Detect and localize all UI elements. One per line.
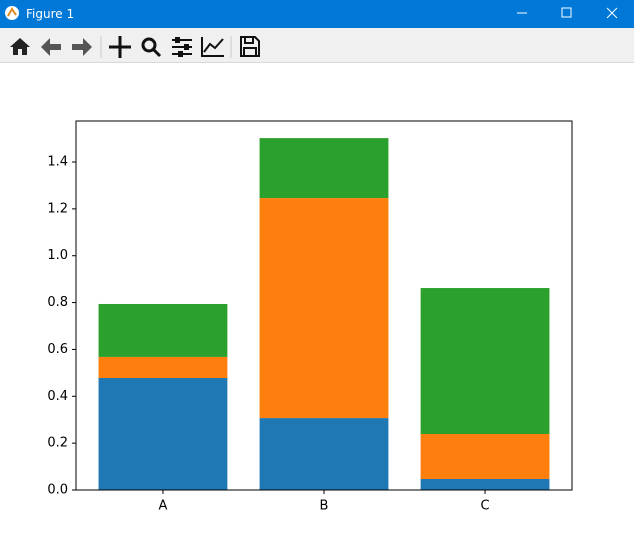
figure: 0.0 0.2 0.4 0.6 0.8 1.0 1.2 1.4 A B C: [47, 120, 573, 514]
bar-segment: [259, 198, 389, 419]
window-title: Figure 1: [26, 7, 75, 21]
zoom-button[interactable]: [141, 37, 162, 58]
x-tick-label: A: [159, 499, 168, 514]
bar-segment: [98, 378, 228, 490]
back-button[interactable]: [41, 38, 61, 56]
app-icon: [5, 6, 19, 20]
save-button[interactable]: [240, 36, 260, 57]
close-button[interactable]: [606, 7, 618, 19]
y-tick-label: 1.4: [47, 155, 68, 170]
title-bar: Figure 1: [0, 0, 634, 28]
toolbar-icons: [10, 36, 260, 58]
y-tick-label: 0.8: [47, 295, 68, 310]
x-tick-label: B: [320, 499, 329, 514]
maximize-button[interactable]: [561, 7, 572, 18]
y-tick-label: 0.2: [47, 436, 68, 451]
y-tick-label: 0.6: [47, 342, 68, 357]
axes-frame: [75, 120, 573, 491]
forward-button[interactable]: [72, 38, 92, 56]
bar-segment: [420, 288, 550, 435]
pan-button[interactable]: [109, 36, 131, 58]
y-tick-label: 0.4: [47, 389, 68, 404]
bar-segment: [420, 434, 550, 479]
y-tick-label: 0.0: [47, 483, 68, 498]
bar-segment: [259, 138, 389, 199]
title-bar-graphics: [5, 6, 618, 20]
x-tick-label: C: [480, 499, 489, 514]
y-tick-label: 1.0: [47, 248, 68, 263]
bar-segment: [98, 303, 228, 357]
home-button[interactable]: [10, 38, 30, 55]
bar-segment: [259, 418, 389, 490]
bar-segment: [420, 478, 550, 490]
y-tick-label: 1.2: [47, 201, 68, 216]
edit-axis-button[interactable]: [201, 37, 224, 57]
bar-segment: [98, 356, 228, 379]
configure-button[interactable]: [172, 37, 192, 57]
toolbar: [0, 28, 634, 63]
